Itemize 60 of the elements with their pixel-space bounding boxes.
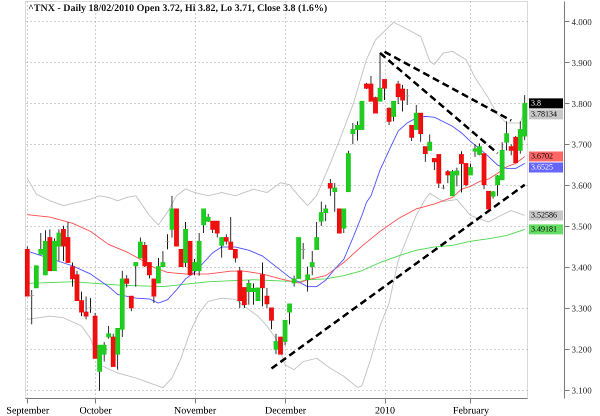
candlestick (224, 234, 229, 245)
candlestick (138, 237, 143, 258)
candlestick (332, 182, 338, 212)
candlestick (305, 266, 310, 292)
candlestick (350, 122, 356, 145)
candlestick (445, 170, 450, 184)
y-tick-label: 3.200 (572, 344, 592, 354)
candlestick (323, 204, 328, 222)
chart-title: ^TNX - Daily 18/02/2010 Open 3.72, Hi 3.82, Lo 3.71, Close 3.8 (1.6%) (28, 3, 328, 14)
text: 3.6525 (531, 162, 553, 172)
y-tick-label: 3.500 (572, 222, 592, 232)
candlestick (422, 146, 428, 162)
y-tick-label: 3.800 (572, 98, 592, 109)
y-tick-label: 4.000 (572, 16, 592, 27)
x-tick-label: November (174, 406, 217, 416)
text: 3.49181 (531, 224, 557, 234)
candlestick (34, 265, 39, 288)
y-tick-label: 3.100 (572, 385, 592, 396)
text: 3.6702 (531, 152, 553, 161)
candlestick (427, 134, 432, 151)
candlestick (106, 326, 112, 340)
x-tick-label: October (79, 406, 112, 416)
candlestick (170, 195, 174, 238)
text: 3.52586 (531, 210, 557, 220)
candlestick (310, 250, 315, 276)
candlestick (128, 296, 134, 312)
line-series (26, 192, 526, 388)
y-tick-label: 3.400 (572, 262, 592, 273)
candlestick (201, 208, 206, 234)
candlestick (414, 104, 419, 130)
y-tick-label: 3.600 (572, 180, 592, 191)
text: 3.78134 (531, 109, 557, 118)
text: 3.8 (531, 98, 541, 108)
y-tick-label: 3.300 (572, 303, 592, 314)
candlestick (219, 237, 224, 258)
y-tick-label: 3.700 (572, 140, 592, 150)
candlestick (409, 125, 414, 142)
x-tick-label: December (265, 406, 307, 416)
y-tick-label: 3.900 (572, 58, 592, 68)
candlestick (328, 178, 333, 196)
line-series (26, 228, 526, 288)
candlestick (274, 333, 278, 355)
candlestick (486, 190, 491, 210)
candlestick (418, 112, 424, 142)
candlestick (314, 222, 320, 250)
candlestick (151, 278, 156, 304)
candlestick (124, 274, 130, 288)
candlestick (341, 208, 346, 234)
candlestick (468, 163, 473, 176)
candlestick (386, 107, 392, 126)
candlestick (318, 201, 324, 227)
candlestick (133, 262, 138, 288)
candlestick (246, 280, 252, 306)
candlestick (178, 249, 184, 268)
x-tick-label: 2010 (375, 406, 396, 416)
x-tick-label: September (6, 406, 50, 416)
candlestick (214, 220, 220, 238)
x-tick-label: February (452, 406, 490, 416)
candlestick (278, 336, 283, 355)
candlestick (210, 220, 216, 234)
